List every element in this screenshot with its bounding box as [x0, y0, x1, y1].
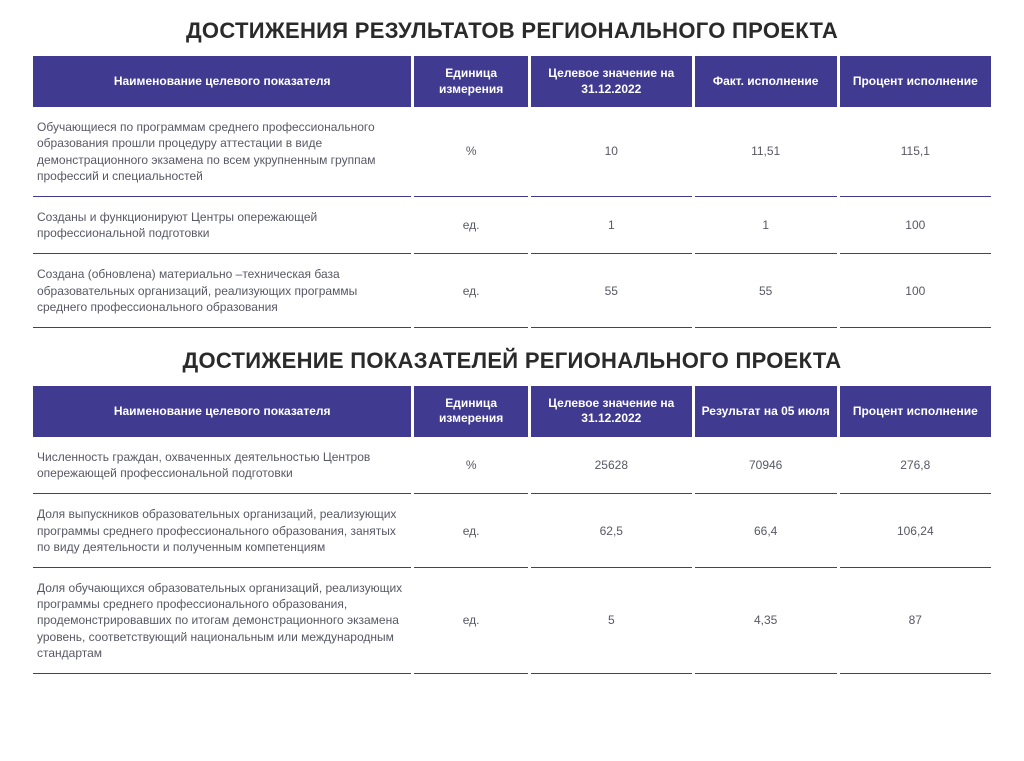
- cell-fact: 70946: [695, 437, 837, 494]
- cell-name: Доля обучающихся образовательных организ…: [33, 568, 411, 674]
- cell-target: 25628: [531, 437, 692, 494]
- cell-target: 10: [531, 107, 692, 197]
- table-row: Доля обучающихся образовательных организ…: [33, 568, 991, 674]
- cell-unit: %: [414, 437, 528, 494]
- col-header-target: Целевое значение на 31.12.2022: [531, 386, 692, 437]
- cell-percent: 100: [840, 254, 991, 328]
- table-row: Создана (обновлена) материально –техниче…: [33, 254, 991, 328]
- indicators-section: ДОСТИЖЕНИЕ ПОКАЗАТЕЛЕЙ РЕГИОНАЛЬНОГО ПРО…: [30, 348, 994, 674]
- cell-fact: 11,51: [695, 107, 837, 197]
- results-section: ДОСТИЖЕНИЯ РЕЗУЛЬТАТОВ РЕГИОНАЛЬНОГО ПРО…: [30, 18, 994, 328]
- cell-target: 55: [531, 254, 692, 328]
- table-row: Численность граждан, охваченных деятельн…: [33, 437, 991, 494]
- col-header-name: Наименование целевого показателя: [33, 386, 411, 437]
- col-header-fact: Факт. исполнение: [695, 56, 837, 107]
- cell-unit: ед.: [414, 568, 528, 674]
- cell-fact: 1: [695, 197, 837, 254]
- cell-name: Численность граждан, охваченных деятельн…: [33, 437, 411, 494]
- cell-fact: 4,35: [695, 568, 837, 674]
- cell-target: 1: [531, 197, 692, 254]
- cell-percent: 100: [840, 197, 991, 254]
- col-header-unit: Единица измерения: [414, 386, 528, 437]
- cell-unit: ед.: [414, 197, 528, 254]
- cell-percent: 115,1: [840, 107, 991, 197]
- indicators-title: ДОСТИЖЕНИЕ ПОКАЗАТЕЛЕЙ РЕГИОНАЛЬНОГО ПРО…: [30, 348, 994, 374]
- cell-name: Созданы и функционируют Центры опережающ…: [33, 197, 411, 254]
- cell-target: 62,5: [531, 494, 692, 568]
- cell-name: Обучающиеся по программам среднего профе…: [33, 107, 411, 197]
- cell-percent: 276,8: [840, 437, 991, 494]
- cell-unit: ед.: [414, 494, 528, 568]
- table-header-row: Наименование целевого показателя Единица…: [33, 56, 991, 107]
- cell-unit: ед.: [414, 254, 528, 328]
- col-header-unit: Единица измерения: [414, 56, 528, 107]
- col-header-result: Результат на 05 июля: [695, 386, 837, 437]
- results-title: ДОСТИЖЕНИЯ РЕЗУЛЬТАТОВ РЕГИОНАЛЬНОГО ПРО…: [30, 18, 994, 44]
- col-header-target: Целевое значение на 31.12.2022: [531, 56, 692, 107]
- cell-unit: %: [414, 107, 528, 197]
- cell-name: Доля выпускников образовательных организ…: [33, 494, 411, 568]
- col-header-percent: Процент исполнение: [840, 56, 991, 107]
- col-header-percent: Процент исполнение: [840, 386, 991, 437]
- table-row: Созданы и функционируют Центры опережающ…: [33, 197, 991, 254]
- cell-fact: 55: [695, 254, 837, 328]
- col-header-name: Наименование целевого показателя: [33, 56, 411, 107]
- cell-target: 5: [531, 568, 692, 674]
- cell-percent: 87: [840, 568, 991, 674]
- table-row: Обучающиеся по программам среднего профе…: [33, 107, 991, 197]
- cell-name: Создана (обновлена) материально –техниче…: [33, 254, 411, 328]
- indicators-table: Наименование целевого показателя Единица…: [30, 386, 994, 674]
- results-table: Наименование целевого показателя Единица…: [30, 56, 994, 328]
- table-header-row: Наименование целевого показателя Единица…: [33, 386, 991, 437]
- cell-percent: 106,24: [840, 494, 991, 568]
- table-row: Доля выпускников образовательных организ…: [33, 494, 991, 568]
- cell-fact: 66,4: [695, 494, 837, 568]
